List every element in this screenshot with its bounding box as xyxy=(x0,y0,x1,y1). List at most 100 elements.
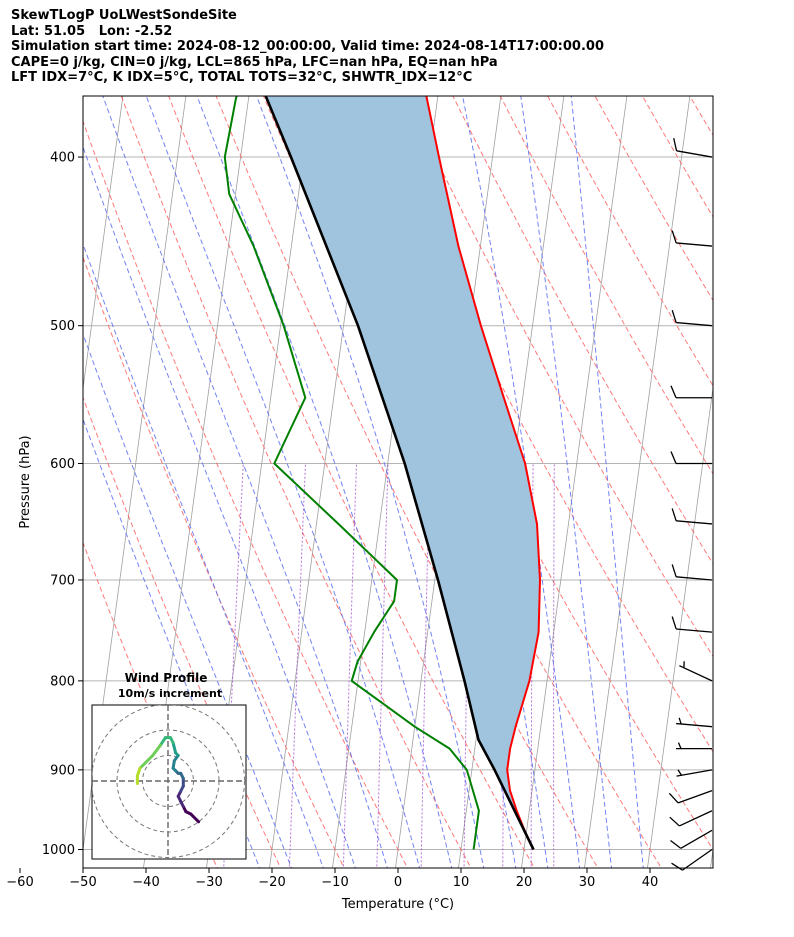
barb-staff xyxy=(676,150,713,158)
axis-ticks: −60−50−40−30−20−100102030401002003004005… xyxy=(6,151,658,890)
dry-adiabat xyxy=(120,96,472,868)
moist-adiabat xyxy=(83,242,324,868)
wind-barb xyxy=(670,451,712,465)
moist-adiabat xyxy=(462,96,581,868)
isotherm-line xyxy=(143,96,250,868)
barb-flag-full xyxy=(673,137,678,151)
wind-barb xyxy=(671,508,713,525)
temperature-line xyxy=(425,96,541,850)
barb-flag-full xyxy=(671,564,677,578)
barb-flag-full xyxy=(671,230,677,244)
barb-flag-full xyxy=(671,309,677,323)
hodograph-segment xyxy=(158,736,167,747)
barb-flag-full xyxy=(670,451,677,464)
barb-staff xyxy=(676,520,713,525)
mixing-ratio-line xyxy=(376,463,389,868)
wind-barb xyxy=(670,385,712,399)
wind-barb xyxy=(671,230,713,247)
wind-barb xyxy=(679,661,713,682)
x-tick-label: 30 xyxy=(579,875,596,890)
barb-flag-full xyxy=(671,862,683,871)
isotherm-line xyxy=(584,96,691,868)
wind-barbs xyxy=(668,137,713,871)
header-indices: LFT IDX=7°C, K IDX=5°C, TOTAL TOTS=32°C,… xyxy=(11,70,473,86)
barb-flag-full xyxy=(670,385,677,398)
barb-flag-full xyxy=(668,792,679,804)
wind-barb xyxy=(671,564,713,581)
x-tick-label: −20 xyxy=(258,875,285,890)
header-location: Lat: 51.05 Lon: -2.52 xyxy=(11,23,173,39)
y-tick-label: 600 xyxy=(50,457,75,472)
hodograph-title: Wind Profile xyxy=(125,671,208,685)
barb-staff xyxy=(680,829,713,849)
wind-barb xyxy=(673,137,713,158)
dry-adiabat xyxy=(83,255,345,868)
x-tick-label: 0 xyxy=(394,875,402,890)
cape-area xyxy=(265,96,540,850)
mixing-ratio-line xyxy=(342,463,357,868)
x-tick-label: −40 xyxy=(132,875,159,890)
moist-adiabat xyxy=(83,145,356,868)
x-tick-label: −50 xyxy=(69,875,96,890)
barb-staff xyxy=(676,628,713,633)
barb-staff xyxy=(679,665,713,682)
moist-adiabat xyxy=(83,332,292,868)
cape-fill xyxy=(265,96,540,850)
barb-flag-half xyxy=(677,742,682,749)
moist-adiabat xyxy=(196,96,453,868)
dry-adiabat xyxy=(215,96,599,868)
barb-flag-full xyxy=(671,616,677,630)
x-tick-label: 20 xyxy=(516,875,533,890)
hodograph: Wind Profile 10m/s increment xyxy=(91,671,247,860)
hodograph-subtitle: 10m/s increment xyxy=(118,687,222,700)
background-lines xyxy=(0,0,713,886)
wind-barb xyxy=(671,309,713,327)
header-stability: CAPE=0 j/kg, CIN=0 j/kg, LCL=865 hPa, LF… xyxy=(11,54,498,70)
mixing-ratio-line xyxy=(420,463,431,868)
barb-staff xyxy=(676,722,713,728)
parcel-line xyxy=(264,96,535,851)
barb-staff xyxy=(682,848,713,871)
isotherm-line xyxy=(647,385,713,868)
chart-header: SkewTLogP UoLWestSondeSite Lat: 51.05 Lo… xyxy=(11,8,604,86)
dry-adiabat xyxy=(310,96,713,851)
hodograph-ring xyxy=(116,729,220,833)
isotherm-line xyxy=(0,0,69,886)
moist-adiabat xyxy=(520,96,612,868)
dry-adiabat xyxy=(357,96,713,753)
isotherm-line xyxy=(0,0,6,886)
dry-adiabat xyxy=(168,96,535,868)
y-tick-label: 700 xyxy=(50,573,75,588)
isotherm-line xyxy=(395,96,502,868)
barb-staff xyxy=(676,242,713,247)
moist-adiabat xyxy=(395,96,549,868)
hodograph-frame xyxy=(91,704,247,860)
dry-adiabat xyxy=(404,96,713,658)
hodograph-segment xyxy=(151,743,162,757)
wind-barb xyxy=(676,717,713,728)
profiles xyxy=(223,96,541,851)
moist-adiabat xyxy=(102,96,388,868)
barb-staff xyxy=(676,576,713,581)
wind-barb xyxy=(668,789,713,804)
x-tick-label: −30 xyxy=(195,875,222,890)
hodograph-ring xyxy=(142,755,194,807)
wind-barb xyxy=(676,769,713,777)
dry-adiabat xyxy=(83,119,409,868)
isotherm-line xyxy=(269,96,376,868)
hodograph-ring xyxy=(92,705,245,858)
barb-staff xyxy=(679,810,713,827)
moist-adiabat xyxy=(83,417,261,868)
wind-barb xyxy=(671,616,713,633)
wind-barb xyxy=(676,742,712,750)
moist-adiabat xyxy=(570,96,644,868)
x-tick-label: 10 xyxy=(453,875,470,890)
y-tick-label: 900 xyxy=(50,763,75,778)
barb-flag-full xyxy=(669,816,680,827)
x-tick-label: −10 xyxy=(321,875,348,890)
y-axis-label: Pressure (hPa) xyxy=(18,435,33,528)
hodograph-segment xyxy=(143,754,155,765)
isotherm-line xyxy=(206,96,313,868)
wind-barb xyxy=(671,848,713,871)
isotherm-line xyxy=(83,96,187,853)
